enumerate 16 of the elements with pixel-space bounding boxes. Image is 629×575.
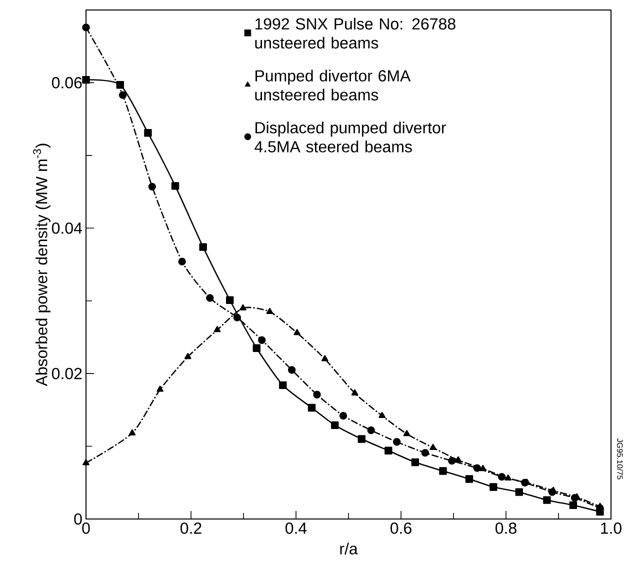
y-tick-label: 0 [74, 513, 82, 525]
x-tick-label: 1.0 [601, 522, 622, 534]
y-tick-label: 0.04 [52, 222, 82, 234]
x-tick-label: 0.8 [496, 522, 516, 534]
x-tick-label: 0 [82, 522, 90, 534]
legend-label: Pumped divertor 6MA unsteered beams [255, 70, 411, 100]
legend-label: 1992 SNX Pulse No: 26788 unsteered beams [255, 18, 456, 49]
x-tick-label: 0.6 [390, 522, 412, 534]
x-tick-label: 0.4 [286, 522, 307, 534]
x-tick-label: 0.2 [180, 522, 202, 534]
text: JG95.10/75 [617, 438, 623, 480]
y-tick-label: 0.02 [52, 368, 82, 380]
y-tick-label: 0.06 [52, 77, 82, 88]
legend-label: Displaced pumped divertor 4.5MA steered beams [254, 122, 446, 152]
x-axis-title: r/a [340, 542, 358, 554]
y-axis-title: Absorbed power density (MW m$^{-3}$) [33, 144, 50, 386]
